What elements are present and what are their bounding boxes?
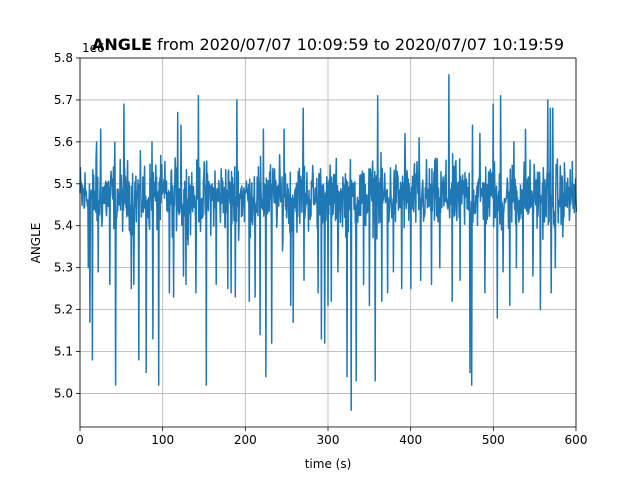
x-tick-label: 200 — [234, 433, 257, 447]
x-tick-label: 100 — [151, 433, 174, 447]
x-tick-label: 400 — [399, 433, 422, 447]
y-tick-label: 5.2 — [54, 303, 73, 317]
x-tick-label: 0 — [76, 433, 84, 447]
x-axis-ticks: 0 100 200 300 400 500 600 — [76, 427, 587, 447]
y-tick-label: 5.4 — [54, 219, 73, 233]
x-tick-label: 600 — [565, 433, 588, 447]
y-tick-label: 5.6 — [54, 135, 73, 149]
x-axis-label: time (s) — [305, 457, 352, 471]
series-line-group — [79, 74, 578, 411]
x-tick-label: 500 — [482, 433, 505, 447]
y-tick-label: 5.5 — [54, 177, 73, 191]
chart-title-rest: from 2020/07/07 10:09:59 to 2020/07/07 1… — [152, 35, 564, 54]
y-tick-label: 5.3 — [54, 261, 73, 275]
series-line — [79, 74, 578, 411]
y-tick-label: 5.7 — [54, 93, 73, 107]
y-tick-label: 5.1 — [54, 345, 73, 359]
chart-title-bold: ANGLE — [92, 35, 152, 54]
y-offset-label: 1e6 — [82, 41, 105, 55]
chart-title: ANGLE from 2020/07/07 10:09:59 to 2020/0… — [92, 35, 564, 54]
x-tick-label: 300 — [317, 433, 340, 447]
y-tick-label: 5.8 — [54, 51, 73, 65]
y-tick-label: 5.0 — [54, 386, 73, 400]
y-axis-ticks: 5.0 5.1 5.2 5.3 5.4 5.5 5.6 5.7 5.8 — [54, 51, 80, 400]
y-axis-label: ANGLE — [29, 223, 43, 264]
